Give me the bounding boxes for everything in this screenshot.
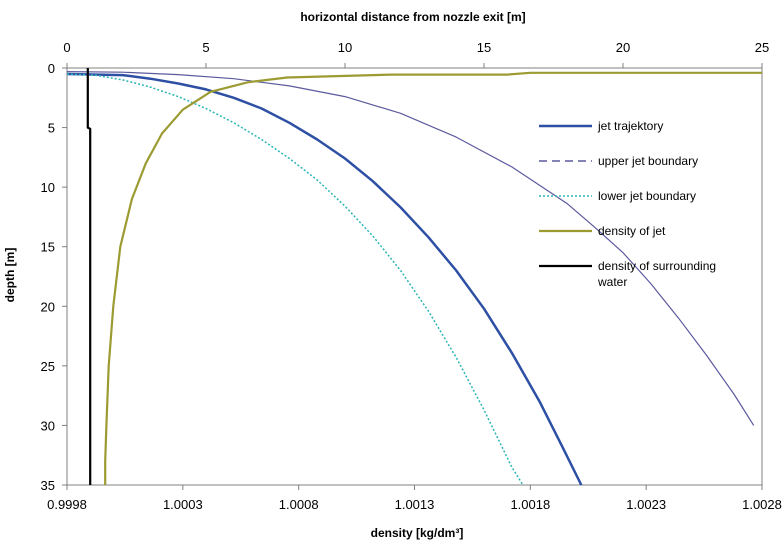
y-axis-tick-label: 0 bbox=[48, 61, 55, 76]
legend-label-4: density of jet bbox=[598, 224, 666, 238]
series-layer bbox=[66, 68, 762, 486]
y-axis-tick-label: 35 bbox=[41, 478, 55, 493]
y-axis-tick-label: 15 bbox=[41, 240, 55, 255]
legend-label-3: lower jet boundary bbox=[598, 189, 696, 203]
axis-ticks: 0 5 10 15 20 25 0.9998 1.0003 1.0008 1.0013 1.0018… bbox=[41, 40, 782, 512]
bottom-axis-tick-label: 1.0028 bbox=[742, 497, 782, 512]
bottom-axis-tick-label: 1.0018 bbox=[510, 497, 550, 512]
top-axis-title: horizontal distance from nozzle exit [m] bbox=[300, 10, 525, 24]
top-axis-tick-label: 5 bbox=[202, 40, 209, 55]
legend-label-5: water bbox=[597, 275, 627, 289]
bottom-axis-tick-label: 1.0023 bbox=[626, 497, 666, 512]
top-axis-tick-label: 10 bbox=[338, 40, 352, 55]
bottom-axis-tick-label: 0.9998 bbox=[47, 497, 87, 512]
series-line-4 bbox=[104, 71, 762, 485]
legend-label-1: jet trajektory bbox=[597, 119, 663, 133]
top-axis-tick-label: 0 bbox=[63, 40, 70, 55]
top-axis-tick-label: 15 bbox=[477, 40, 491, 55]
y-axis-tick-label: 25 bbox=[41, 359, 55, 374]
series-line-3 bbox=[66, 73, 524, 486]
y-axis-tick-label: 5 bbox=[48, 121, 55, 136]
series-line-1 bbox=[66, 72, 583, 486]
legend-label-2: upper jet boundary bbox=[598, 154, 698, 168]
bottom-axis-tick-label: 1.0008 bbox=[279, 497, 319, 512]
legend-label-5: density of surrounding bbox=[598, 259, 716, 273]
series-line-2 bbox=[66, 71, 755, 426]
legend: jet trajektory upper jet boundary lower je… bbox=[539, 119, 716, 289]
bottom-axis-title: density [kg/dm³] bbox=[371, 526, 464, 540]
y-axis-title: depth [m] bbox=[3, 248, 17, 303]
bottom-axis-tick-label: 1.0003 bbox=[163, 497, 203, 512]
bottom-axis-tick-label: 1.0013 bbox=[395, 497, 435, 512]
y-axis-tick-label: 20 bbox=[41, 299, 55, 314]
y-axis-tick-label: 30 bbox=[41, 418, 55, 433]
top-axis-tick-label: 25 bbox=[755, 40, 769, 55]
series-line-5 bbox=[86, 68, 92, 485]
y-axis-tick-label: 10 bbox=[41, 180, 55, 195]
top-axis-tick-label: 20 bbox=[616, 40, 630, 55]
